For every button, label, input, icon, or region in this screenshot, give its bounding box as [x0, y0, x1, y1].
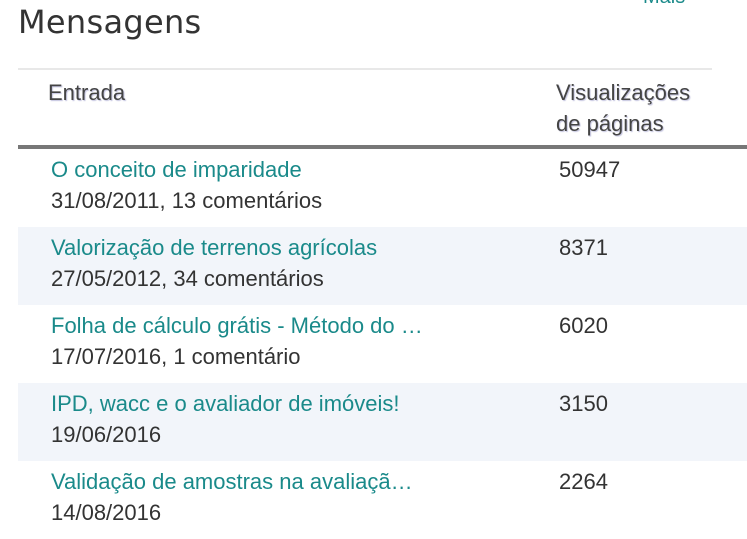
post-meta: 27/05/2012, 34 comentários: [51, 266, 324, 291]
post-meta: 17/07/2016, 1 comentário: [51, 344, 301, 369]
post-meta: 19/06/2016: [51, 422, 162, 447]
post-link[interactable]: IPD, wacc e o avaliador de imóveis!: [51, 391, 400, 416]
posts-table: O conceito de imparidade 31/08/2011, 13 …: [18, 149, 747, 539]
table-row: Folha de cálculo grátis - Método do … 17…: [18, 305, 747, 383]
post-views: 8371: [559, 235, 608, 260]
post-views: 50947: [559, 157, 621, 182]
page-title: Mensagens: [18, 3, 202, 41]
table-row: Valorização de terrenos agrícolas 27/05/…: [18, 227, 747, 305]
more-link[interactable]: Mais: [643, 0, 685, 9]
post-link[interactable]: Folha de cálculo grátis - Método do …: [51, 313, 423, 338]
divider: [18, 68, 712, 70]
post-link[interactable]: Valorização de terrenos agrícolas: [51, 235, 378, 260]
header-rule: [18, 145, 747, 149]
post-meta: 31/08/2011, 13 comentários: [51, 188, 323, 213]
table-row: IPD, wacc e o avaliador de imóveis! 19/0…: [18, 383, 747, 461]
post-views: 6020: [559, 313, 608, 338]
column-header-views: Visualizações de páginas: [556, 77, 690, 139]
post-views: 3150: [559, 391, 608, 416]
post-meta: 14/08/2016: [51, 500, 162, 525]
table-row: O conceito de imparidade 31/08/2011, 13 …: [18, 149, 747, 227]
column-header-entry: Entrada: [48, 80, 126, 105]
column-header-views-line1: Visualizações: [556, 80, 691, 105]
column-header-views-line2: de páginas: [556, 111, 664, 136]
post-views: 2264: [559, 469, 608, 494]
table-row: Validação de amostras na avaliaçã… 14/08…: [18, 461, 747, 539]
post-link[interactable]: Validação de amostras na avaliaçã…: [51, 469, 413, 494]
post-link[interactable]: O conceito de imparidade: [51, 157, 302, 182]
